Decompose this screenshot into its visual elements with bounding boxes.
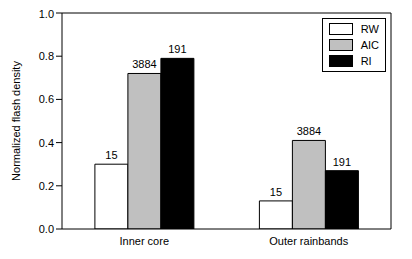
svg-text:Inner core: Inner core (119, 235, 169, 247)
html-text:AIC: AIC (360, 39, 379, 51)
svg-text:15: 15 (270, 186, 282, 198)
svg-text:15: 15 (105, 149, 117, 161)
svg-text:191: 191 (168, 43, 186, 55)
html-text:RI: RI (360, 55, 372, 67)
svg-text:1.0: 1.0 (39, 8, 54, 20)
svg-text:0.4: 0.4 (39, 137, 54, 149)
html-text:RW: RW (360, 23, 379, 35)
svg-text:191: 191 (333, 156, 351, 168)
svg-text:0.6: 0.6 (39, 93, 54, 105)
svg-text:3884: 3884 (132, 58, 156, 70)
svg-text:0.0: 0.0 (39, 223, 54, 235)
svg-text:0.2: 0.2 (39, 180, 54, 192)
svg-text:0.8: 0.8 (39, 50, 54, 62)
svg-text:3884: 3884 (297, 125, 321, 137)
svg-text:Outer rainbands: Outer rainbands (269, 235, 348, 247)
svg-text:Normalized flash density: Normalized flash density (10, 61, 22, 181)
